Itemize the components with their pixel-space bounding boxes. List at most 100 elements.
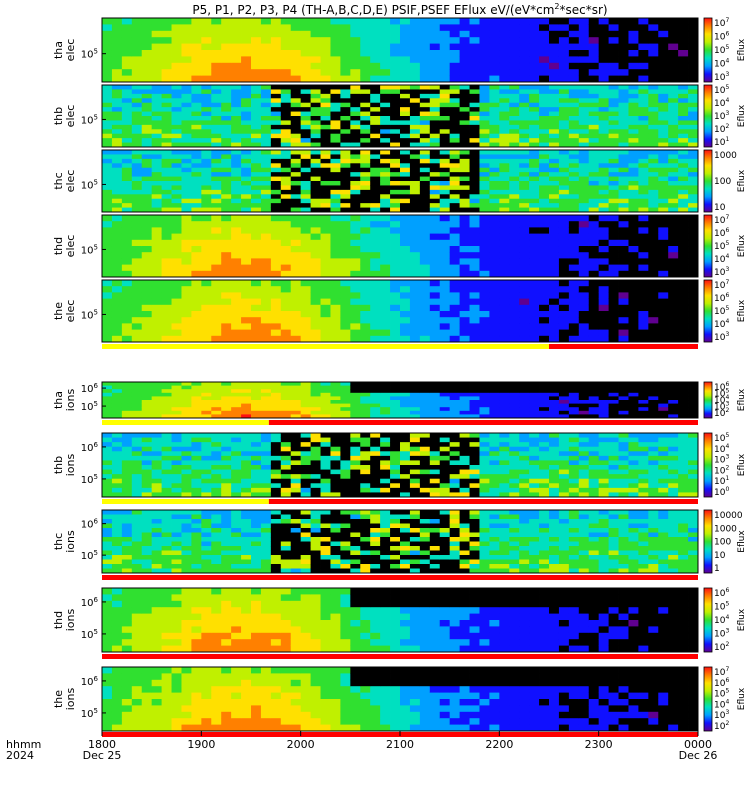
colorbar-tick: 103 bbox=[714, 454, 729, 466]
colorbar-tick: 104 bbox=[714, 58, 729, 70]
chart-title: P5, P1, P2, P3, P4 (TH-A,B,C,D,E) PSIF,P… bbox=[192, 2, 607, 17]
panel-ylabel-species: ions bbox=[64, 453, 77, 476]
panel-ylabel-probe: thc bbox=[52, 172, 65, 189]
colorbar-tick: 107 bbox=[714, 666, 729, 678]
colorbar-tick: 104 bbox=[714, 394, 729, 406]
panel-ylabel-species: ions bbox=[64, 388, 77, 411]
colorbar bbox=[703, 509, 713, 574]
colorbar-tick: 10000 bbox=[714, 511, 743, 521]
colorbar-tick: 103 bbox=[714, 266, 729, 278]
colorbar-tick: 103 bbox=[714, 628, 729, 640]
colorbar bbox=[703, 149, 713, 213]
colorbar-tick: 101 bbox=[714, 475, 729, 487]
quality-flag-bar bbox=[102, 344, 698, 349]
colorbar-tick: 1000 bbox=[714, 524, 737, 534]
x-tick-label: 2300 bbox=[585, 738, 613, 751]
colorbar-tick: 10 bbox=[714, 203, 726, 213]
panel-thc-elec: thc elec 105 1000 100 10 Eflux bbox=[52, 149, 747, 213]
panel-ylabel-probe: thb bbox=[52, 456, 65, 474]
panel-frame bbox=[101, 509, 699, 574]
colorbar-tick: 101 bbox=[714, 136, 729, 148]
panel-ytick-lower: 105 bbox=[81, 628, 98, 641]
colorbar-tick: 106 bbox=[714, 31, 729, 43]
panel-thc-ions: thc ions 106 105 10000 1000 100 10 1 Eflux bbox=[52, 509, 747, 574]
colorbar-tick: 100 bbox=[714, 177, 731, 187]
colorbar-tick: 103 bbox=[714, 331, 729, 343]
colorbar-tick: 105 bbox=[714, 84, 729, 96]
colorbar-tick: 103 bbox=[714, 110, 729, 122]
colorbar-tick: 104 bbox=[714, 698, 729, 710]
panel-frame bbox=[101, 214, 699, 278]
panel-ytick-upper: 106 bbox=[81, 675, 99, 688]
colorbar-tick: 103 bbox=[714, 709, 729, 721]
panel-ylabel-probe: thb bbox=[52, 107, 65, 125]
panel-ylabel-probe: thc bbox=[52, 533, 65, 550]
colorbar bbox=[703, 84, 713, 148]
panel-frame bbox=[101, 381, 699, 419]
x-tick-date: Dec 25 bbox=[83, 749, 122, 762]
panel-ytick-upper: 106 bbox=[81, 382, 99, 395]
x-corner-label-year: 2024 bbox=[6, 749, 34, 762]
colorbar-tick: 107 bbox=[714, 17, 729, 29]
colorbar-label: Eflux bbox=[737, 530, 747, 553]
x-tick-date: Dec 26 bbox=[679, 749, 718, 762]
colorbar bbox=[703, 587, 713, 653]
colorbar-tick: 100 bbox=[714, 538, 731, 548]
panel-ylabel-species: elec bbox=[64, 300, 77, 323]
x-tick-label: 2000 bbox=[287, 738, 315, 751]
colorbar-tick: 102 bbox=[714, 464, 729, 476]
colorbar-tick: 106 bbox=[714, 677, 729, 689]
colorbar-tick: 103 bbox=[714, 401, 729, 413]
panel-ytick-upper: 106 bbox=[81, 596, 99, 609]
x-tick-label: 1800 bbox=[88, 738, 116, 751]
colorbar-tick: 1 bbox=[714, 564, 720, 574]
panel-ytick-lower: 105 bbox=[81, 473, 98, 486]
colorbar-label: Eflux bbox=[737, 38, 747, 61]
panel-frame bbox=[101, 279, 699, 343]
colorbar-label: Eflux bbox=[737, 104, 747, 127]
colorbar-tick: 104 bbox=[714, 614, 729, 626]
colorbar-tick: 1000 bbox=[714, 151, 737, 161]
panel-ytick-upper: 106 bbox=[81, 441, 99, 454]
colorbar-tick: 105 bbox=[714, 688, 729, 700]
colorbar bbox=[703, 432, 713, 498]
panel-ylabel-probe: the bbox=[52, 302, 65, 320]
x-corner-label-hhmm: hhmm bbox=[6, 738, 41, 751]
panel-ylabel-probe: thd bbox=[52, 237, 65, 255]
panel-ylabel-species: elec bbox=[64, 235, 77, 258]
panel-frame bbox=[101, 432, 699, 498]
panel-frame bbox=[101, 84, 699, 148]
panel-ytick-upper: 106 bbox=[81, 518, 99, 531]
panel-ytick-lower: 105 bbox=[81, 549, 98, 562]
colorbar-tick: 102 bbox=[714, 123, 729, 135]
colorbar-label: Eflux bbox=[737, 453, 747, 476]
panel-ylabel-probe: tha bbox=[52, 41, 65, 59]
colorbar bbox=[703, 381, 713, 419]
colorbar-tick: 10 bbox=[714, 551, 726, 561]
panel-ytick-lower: 105 bbox=[81, 707, 98, 720]
panel-ylabel-probe: tha bbox=[52, 391, 65, 409]
colorbar-tick: 106 bbox=[714, 587, 729, 599]
x-tick-label: 2100 bbox=[386, 738, 414, 751]
colorbar-tick: 105 bbox=[714, 305, 729, 317]
colorbar-tick: 104 bbox=[714, 318, 729, 330]
panel-ylabel-species: ions bbox=[64, 687, 77, 710]
colorbar bbox=[703, 17, 713, 83]
x-tick-label: 2200 bbox=[485, 738, 513, 751]
panel-ytick: 105 bbox=[81, 178, 98, 191]
colorbar-tick: 104 bbox=[714, 97, 729, 109]
x-tick-label: 1900 bbox=[187, 738, 215, 751]
colorbar bbox=[703, 666, 713, 732]
colorbar-tick: 102 bbox=[714, 641, 729, 653]
panel-ytick-lower: 105 bbox=[81, 400, 98, 413]
quality-flag-bar bbox=[102, 575, 698, 580]
colorbar-tick: 106 bbox=[714, 227, 729, 239]
colorbar-tick: 103 bbox=[714, 71, 729, 83]
colorbar-label: Eflux bbox=[737, 234, 747, 257]
